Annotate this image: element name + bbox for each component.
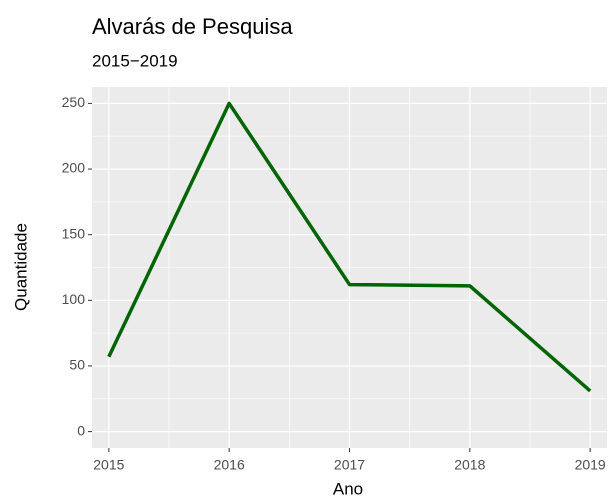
y-tick-label: 50 <box>69 357 85 373</box>
x-axis-label: Ano <box>333 479 363 498</box>
x-tick-label: 2016 <box>214 457 245 473</box>
y-tick-label: 200 <box>62 160 86 176</box>
y-tick-label: 0 <box>77 422 85 438</box>
chart-title: Alvarás de Pesquisa <box>92 14 293 39</box>
x-tick-label: 2019 <box>575 457 606 473</box>
y-tick-label: 250 <box>62 94 86 110</box>
chart-subtitle: 2015−2019 <box>92 51 178 70</box>
y-tick-label: 150 <box>62 225 86 241</box>
x-tick-label: 2018 <box>454 457 485 473</box>
x-tick-label: 2015 <box>93 457 124 473</box>
line <box>107 101 592 393</box>
x-tick-label: 2017 <box>334 457 365 473</box>
y-tick-label: 100 <box>62 291 86 307</box>
y-axis-label: Quantidade <box>11 223 30 311</box>
